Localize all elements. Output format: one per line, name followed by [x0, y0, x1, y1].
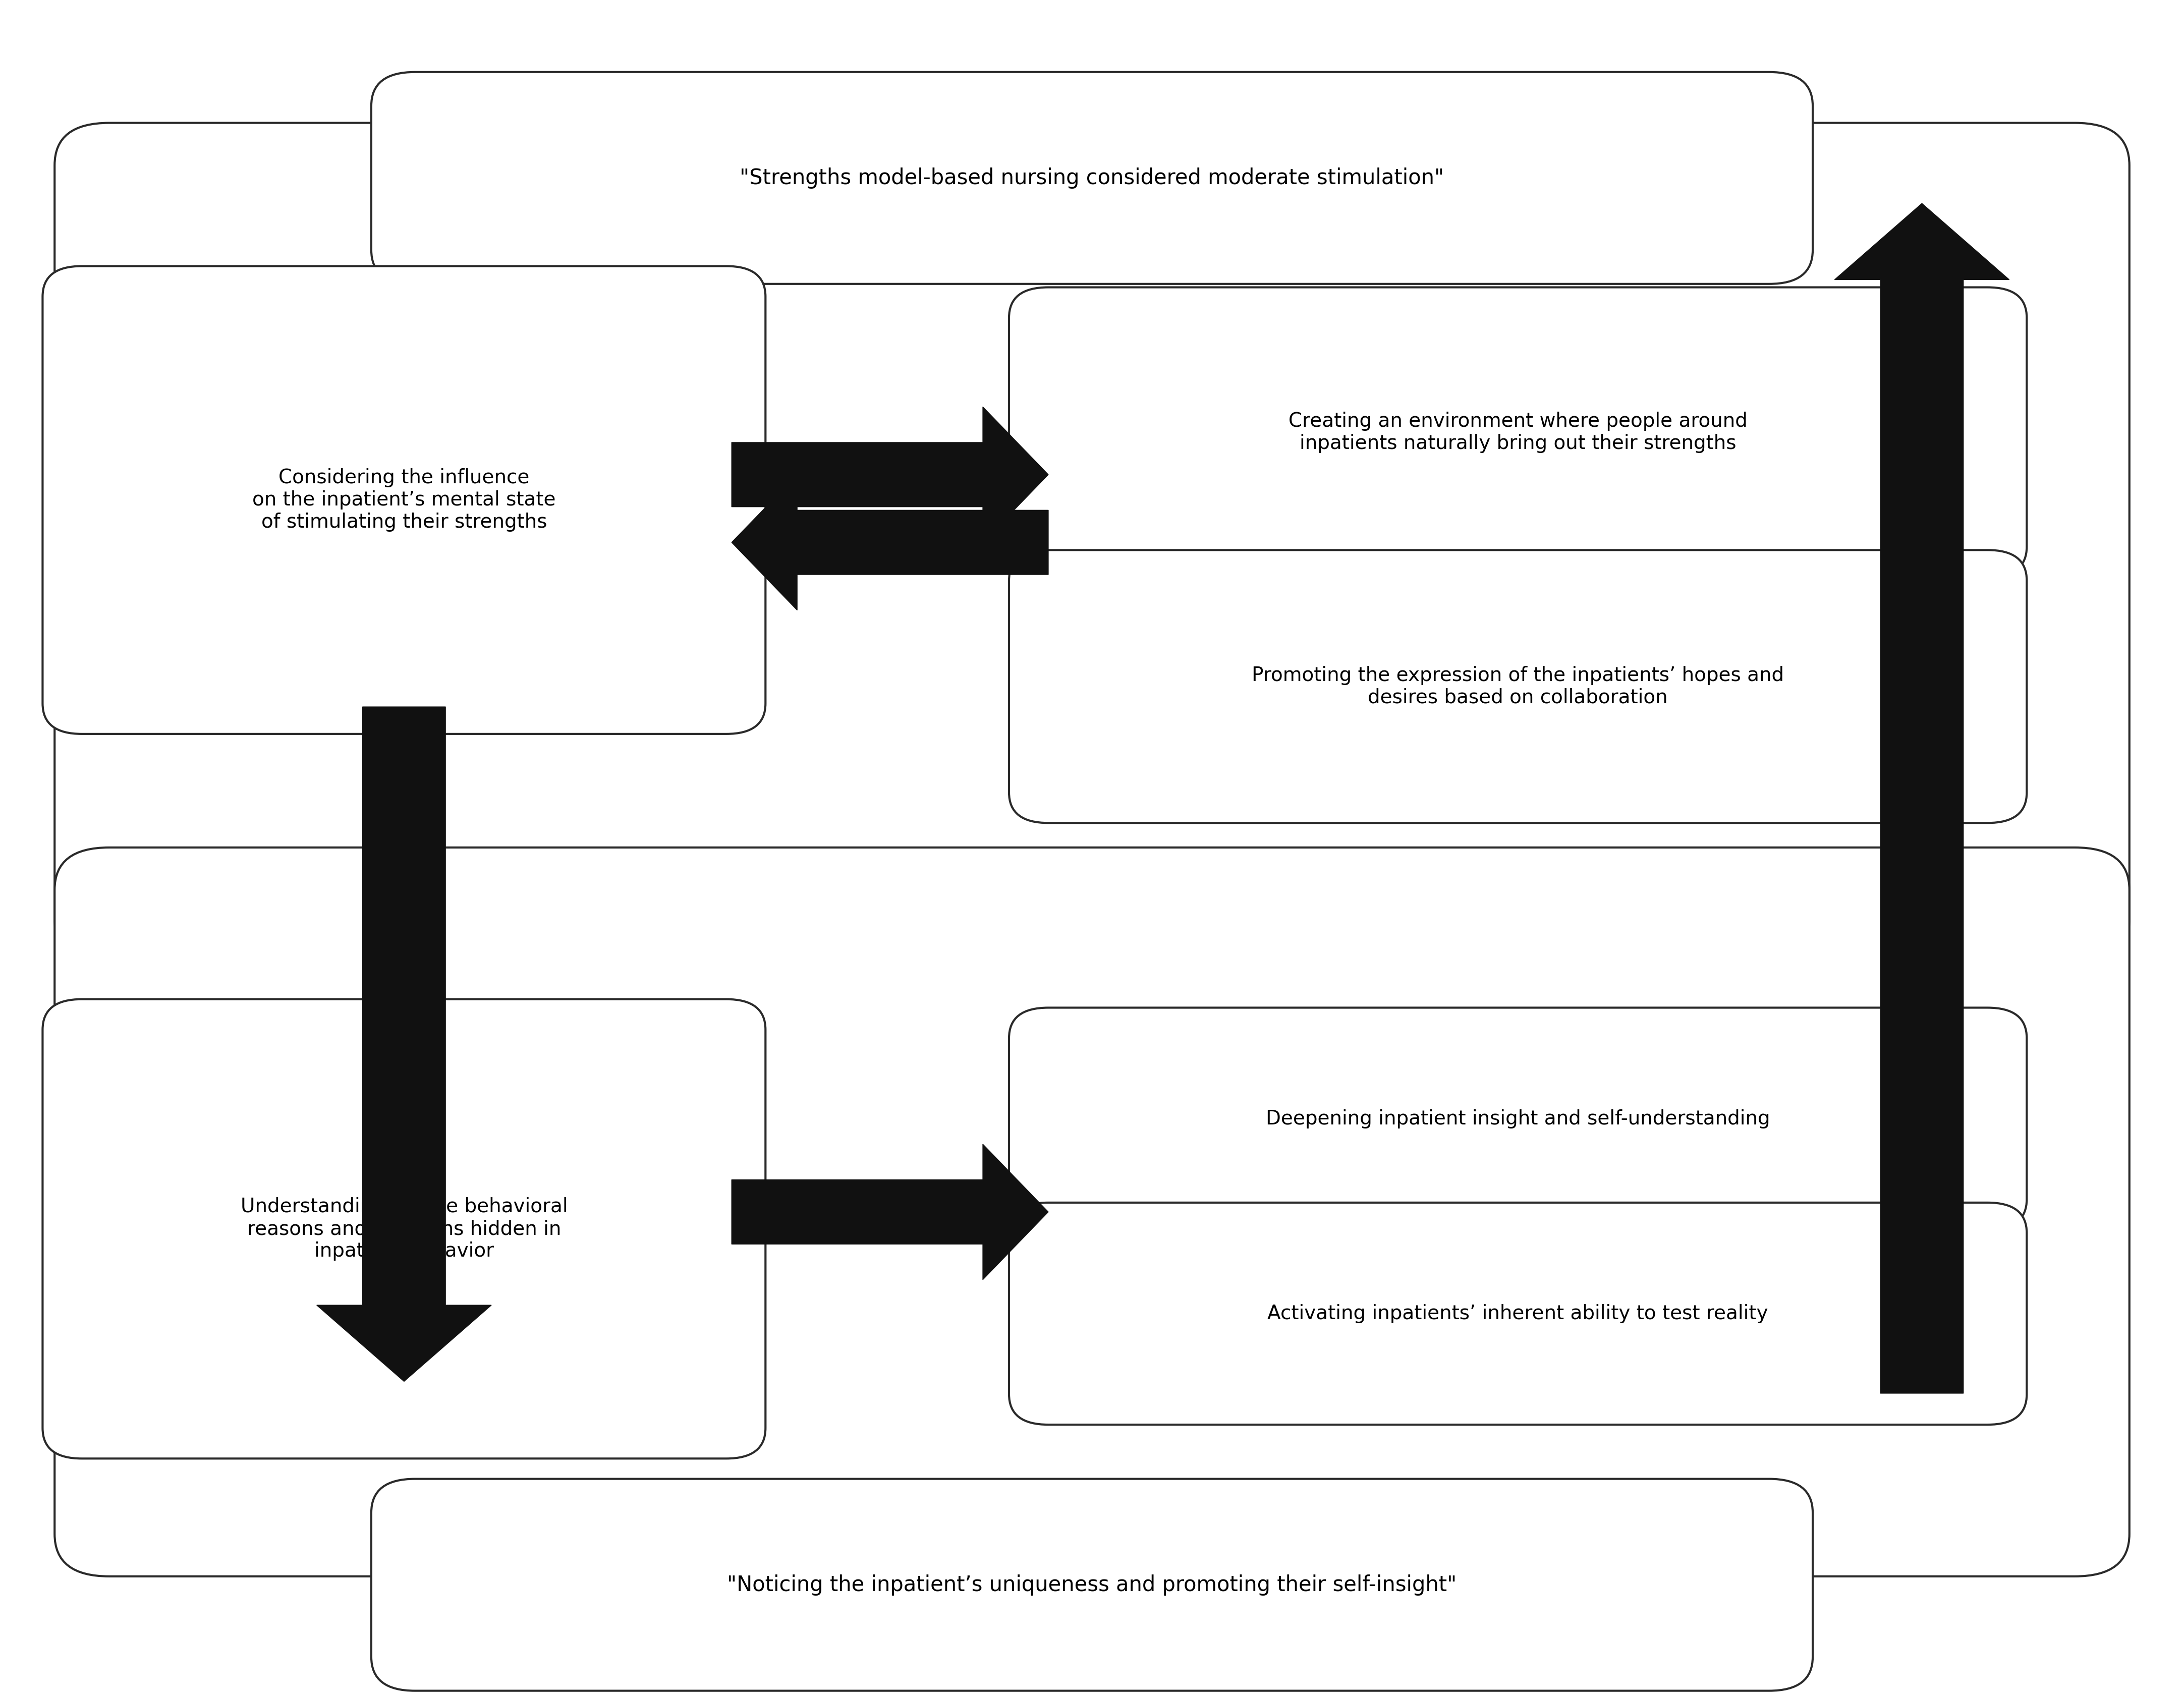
Text: Creating an environment where people around
inpatients naturally bring out their: Creating an environment where people aro…	[1289, 412, 1747, 453]
Text: Understanding unique behavioral
reasons and emotions hidden in
inpatient behavio: Understanding unique behavioral reasons …	[240, 1197, 568, 1261]
FancyBboxPatch shape	[55, 122, 2129, 961]
Polygon shape	[732, 1144, 1048, 1280]
Polygon shape	[317, 707, 491, 1381]
FancyBboxPatch shape	[371, 71, 1813, 283]
FancyBboxPatch shape	[1009, 286, 2027, 576]
Polygon shape	[732, 407, 1048, 542]
FancyBboxPatch shape	[55, 848, 2129, 1576]
Text: Deepening inpatient insight and self-understanding: Deepening inpatient insight and self-und…	[1267, 1109, 1769, 1129]
Text: Considering the influence
on the inpatient’s mental state
of stimulating their s: Considering the influence on the inpatie…	[253, 468, 555, 532]
FancyBboxPatch shape	[44, 266, 764, 734]
FancyBboxPatch shape	[1009, 549, 2027, 824]
Text: Activating inpatients’ inherent ability to test reality: Activating inpatients’ inherent ability …	[1267, 1303, 1769, 1324]
Text: Promoting the expression of the inpatients’ hopes and
desires based on collabora: Promoting the expression of the inpatien…	[1251, 666, 1784, 707]
FancyBboxPatch shape	[44, 998, 764, 1458]
Text: "Noticing the inpatient’s uniqueness and promoting their self-insight": "Noticing the inpatient’s uniqueness and…	[727, 1575, 1457, 1595]
Text: "Strengths model-based nursing considered moderate stimulation": "Strengths model-based nursing considere…	[740, 168, 1444, 188]
Polygon shape	[732, 475, 1048, 610]
Polygon shape	[1835, 203, 2009, 1393]
FancyBboxPatch shape	[1009, 1007, 2027, 1231]
FancyBboxPatch shape	[371, 1478, 1813, 1692]
FancyBboxPatch shape	[1009, 1203, 2027, 1424]
